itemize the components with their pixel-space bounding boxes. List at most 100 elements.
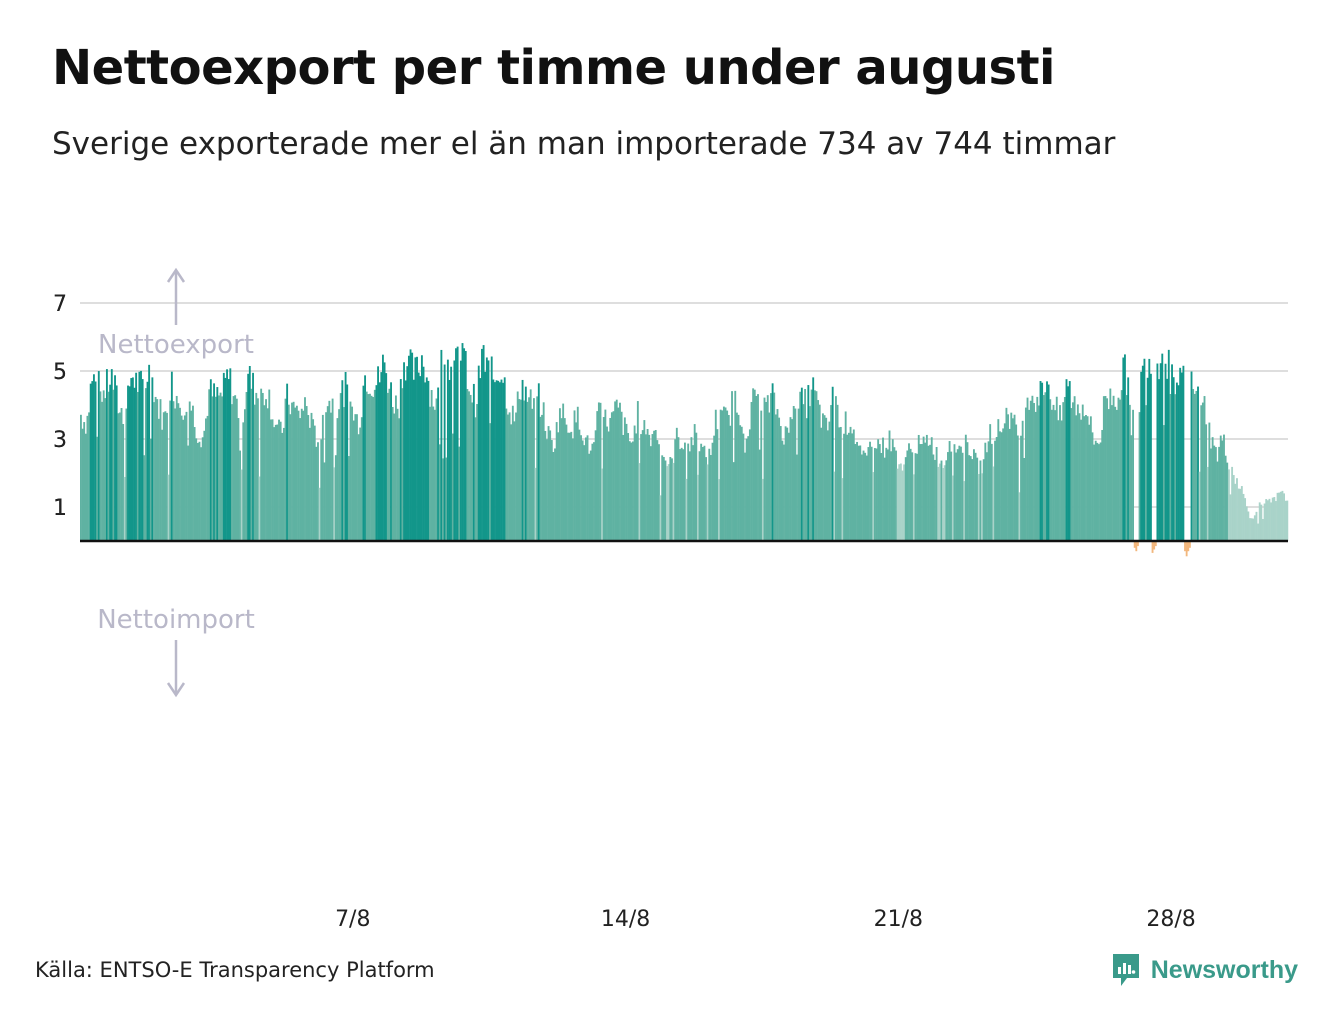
export-bar xyxy=(1234,483,1237,541)
export-bar xyxy=(935,447,938,541)
export-bar xyxy=(468,391,470,541)
export-bar xyxy=(500,379,503,541)
export-bar xyxy=(1127,377,1130,541)
export-bar xyxy=(320,439,323,541)
export-bar xyxy=(131,377,134,541)
export-bar xyxy=(1024,407,1027,541)
export-bar xyxy=(136,391,139,541)
export-bar xyxy=(159,399,162,541)
source-note: Källa: ENTSO-E Transparency Platform xyxy=(35,958,435,982)
export-bar xyxy=(370,395,373,541)
export-bar xyxy=(489,423,492,541)
export-bar xyxy=(461,343,464,541)
export-bar xyxy=(1080,419,1083,541)
export-bar xyxy=(961,452,964,541)
export-bar xyxy=(818,404,821,541)
export-bar xyxy=(485,357,488,541)
export-bar xyxy=(747,436,750,541)
export-bar xyxy=(1031,395,1034,541)
export-bar xyxy=(724,407,727,541)
export-bar xyxy=(256,398,259,541)
export-bar xyxy=(388,388,391,541)
export-bar xyxy=(812,377,815,541)
export-bar xyxy=(1223,434,1225,541)
export-bar xyxy=(802,404,805,541)
export-bar xyxy=(255,392,258,541)
export-bar xyxy=(505,408,508,541)
export-bar xyxy=(1104,396,1107,541)
export-bar xyxy=(662,456,665,541)
export-bar xyxy=(1201,402,1204,541)
import-bar xyxy=(1184,541,1186,552)
export-bar xyxy=(705,457,707,541)
export-bar xyxy=(560,418,563,541)
export-bar xyxy=(107,391,110,541)
export-bar xyxy=(804,388,807,541)
export-bar xyxy=(955,452,958,541)
export-bar xyxy=(599,402,602,541)
export-bar xyxy=(508,412,511,541)
export-bar xyxy=(190,410,193,541)
export-bar xyxy=(1203,396,1206,541)
export-bar xyxy=(167,474,170,541)
export-bar xyxy=(482,345,485,541)
export-bar xyxy=(870,446,873,541)
export-bar xyxy=(487,360,490,541)
export-bar xyxy=(667,464,670,541)
export-bar xyxy=(192,405,194,541)
export-bar xyxy=(1239,488,1242,541)
export-bar xyxy=(1125,395,1128,541)
export-bar xyxy=(610,412,613,541)
export-bar xyxy=(550,440,553,541)
export-bar xyxy=(1213,445,1216,541)
export-bar xyxy=(433,409,436,541)
export-bar xyxy=(593,442,595,541)
y-tick-label: 3 xyxy=(53,428,67,453)
export-bar xyxy=(607,431,610,541)
export-bar xyxy=(554,448,556,541)
export-bar xyxy=(1023,457,1026,541)
export-bar xyxy=(800,387,803,541)
export-bar xyxy=(1037,405,1040,541)
export-bar xyxy=(658,444,660,541)
export-bar xyxy=(424,382,427,541)
export-bar xyxy=(321,414,324,541)
y-tick-label: 1 xyxy=(53,496,67,521)
export-bar xyxy=(289,414,292,541)
export-bar xyxy=(929,444,932,541)
export-bar xyxy=(677,437,680,541)
export-bar xyxy=(770,393,772,541)
export-bar xyxy=(185,411,188,541)
export-bar xyxy=(1221,440,1224,541)
export-bar xyxy=(1275,501,1277,541)
export-bar xyxy=(552,452,555,541)
export-bar xyxy=(617,407,620,541)
export-bar xyxy=(979,460,982,541)
export-bar xyxy=(839,426,842,541)
export-bar xyxy=(166,412,168,541)
export-bar xyxy=(414,357,417,541)
export-bar xyxy=(310,412,313,541)
export-bar xyxy=(727,415,730,541)
export-bar xyxy=(602,417,605,541)
export-bar xyxy=(765,401,768,541)
export-bar xyxy=(924,442,927,541)
export-bar xyxy=(692,445,694,541)
export-bar xyxy=(632,441,634,541)
export-bar xyxy=(1007,414,1009,541)
export-bar xyxy=(380,372,383,541)
export-bar xyxy=(263,405,266,541)
export-bar xyxy=(921,444,923,541)
export-bar xyxy=(1094,440,1097,541)
export-bar xyxy=(1231,466,1234,541)
export-bar xyxy=(895,450,897,541)
export-bar xyxy=(234,395,237,541)
export-bar xyxy=(490,356,493,541)
export-bar xyxy=(253,404,256,541)
export-bar xyxy=(997,419,1000,541)
export-bar xyxy=(1008,428,1011,541)
export-bar xyxy=(1015,424,1018,541)
export-bar xyxy=(494,382,496,541)
export-bar xyxy=(252,372,254,541)
export-bar xyxy=(542,402,545,541)
